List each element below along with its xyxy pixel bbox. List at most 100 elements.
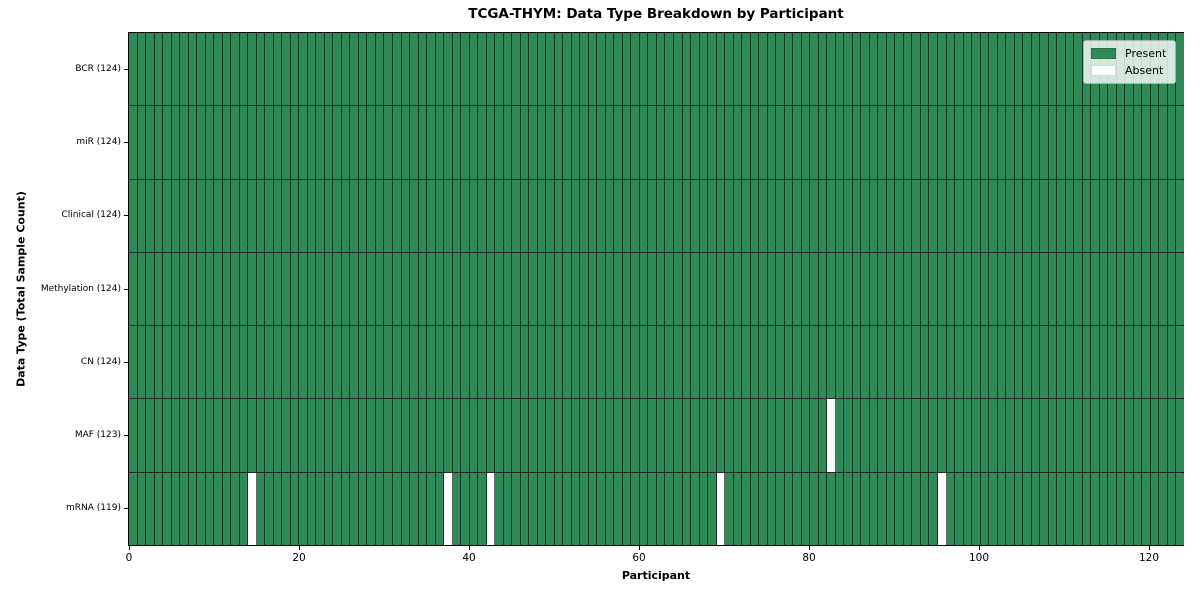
cell-present	[401, 179, 411, 252]
cell-present	[605, 252, 615, 326]
cell-present	[989, 399, 998, 472]
cell-present	[1133, 472, 1143, 545]
cell-present	[248, 179, 257, 252]
cell-present	[469, 106, 479, 179]
cell-present	[674, 472, 683, 545]
cell-present	[810, 326, 819, 399]
cell-present	[1048, 33, 1058, 106]
cell-present	[980, 252, 990, 326]
cell-present	[861, 399, 870, 472]
cell-present	[1133, 179, 1143, 252]
cell-present	[1065, 399, 1075, 472]
cell-present	[1099, 252, 1109, 326]
cell-present	[588, 106, 598, 179]
cell-present	[239, 106, 249, 179]
cell-present	[163, 472, 172, 545]
cell-present	[1014, 472, 1024, 545]
cell-present	[273, 326, 283, 399]
cell-present	[427, 33, 436, 106]
cell-present	[401, 252, 411, 326]
cell-present	[163, 399, 172, 472]
cell-present	[163, 326, 172, 399]
cell-present	[1159, 252, 1168, 326]
cell-present	[205, 252, 215, 326]
cell-present	[622, 472, 632, 545]
cell-present	[614, 33, 623, 106]
cell-present	[963, 472, 973, 545]
cell-present	[742, 252, 751, 326]
cell-present	[571, 252, 581, 326]
cell-present	[1006, 179, 1015, 252]
cell-present	[801, 106, 811, 179]
cell-present	[333, 33, 342, 106]
cell-present	[1159, 472, 1168, 545]
cell-present	[1057, 326, 1066, 399]
cell-present	[478, 399, 487, 472]
cell-present	[699, 326, 709, 399]
cell-present	[861, 472, 870, 545]
cell-present	[733, 33, 743, 106]
cell-present	[214, 33, 223, 106]
cell-absent	[827, 399, 836, 472]
cell-present	[716, 33, 726, 106]
cell-present	[427, 106, 436, 179]
cell-present	[767, 399, 777, 472]
cell-present	[835, 33, 845, 106]
cell-present	[290, 33, 300, 106]
cell-present	[435, 326, 445, 399]
cell-present	[571, 472, 581, 545]
cell-present	[759, 106, 768, 179]
cell-present	[1074, 252, 1083, 326]
cell-present	[222, 179, 232, 252]
cell-present	[597, 106, 606, 179]
cell-present	[691, 472, 700, 545]
cell-present	[350, 179, 359, 252]
cell-present	[1014, 399, 1024, 472]
cell-present	[290, 472, 300, 545]
cell-present	[784, 252, 794, 326]
cell-present	[222, 33, 232, 106]
cell-present	[929, 252, 938, 326]
cell-present	[503, 252, 513, 326]
cell-present	[520, 326, 530, 399]
cell-present	[1108, 252, 1117, 326]
cell-present	[886, 472, 896, 545]
cell-present	[188, 326, 198, 399]
cell-present	[861, 179, 870, 252]
cell-present	[878, 399, 887, 472]
cell-present	[290, 399, 300, 472]
cell-present	[989, 252, 998, 326]
cell-present	[656, 472, 666, 545]
cell-present	[886, 106, 896, 179]
cell-present	[861, 252, 870, 326]
cell-present	[725, 252, 734, 326]
cell-present	[767, 33, 777, 106]
cell-present	[307, 399, 317, 472]
cell-present	[852, 326, 862, 399]
cell-present	[282, 106, 291, 179]
cell-present	[180, 472, 189, 545]
cell-present	[912, 179, 921, 252]
cell-present	[869, 472, 879, 545]
cell-present	[410, 399, 419, 472]
cell-present	[656, 399, 666, 472]
cell-present	[691, 326, 700, 399]
cell-present	[350, 33, 359, 106]
cell-present	[1176, 472, 1184, 545]
cell-present	[512, 33, 521, 106]
cell-present	[392, 399, 402, 472]
cell-present	[205, 399, 215, 472]
cell-present	[997, 33, 1007, 106]
cell-present	[1048, 472, 1058, 545]
cell-present	[529, 33, 538, 106]
cell-present	[759, 472, 768, 545]
cell-present	[869, 399, 879, 472]
cell-present	[180, 179, 189, 252]
cell-present	[358, 472, 368, 545]
cell-present	[793, 326, 802, 399]
cell-present	[784, 106, 794, 179]
cell-present	[912, 472, 921, 545]
cell-present	[461, 252, 470, 326]
cell-present	[1006, 252, 1015, 326]
cell-present	[461, 33, 470, 106]
